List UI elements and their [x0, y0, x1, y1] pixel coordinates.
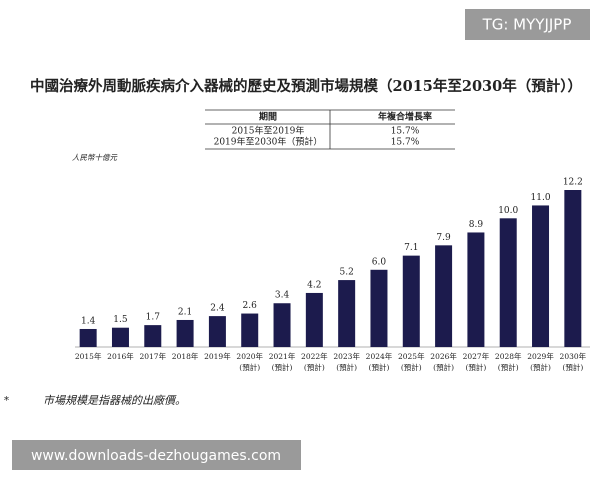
value-label: 10.0 — [498, 206, 518, 216]
x-tick-label: 2029年(預計) — [527, 351, 554, 372]
bar — [305, 292, 323, 347]
footnote: 市場規模是指器械的出廠價。 — [43, 394, 186, 407]
x-tick-label: 2023年(預計) — [333, 351, 360, 372]
bars: 1.4 2015年 1.5 2016年 1.7 2017年 2.1 2018年 2.4 2019年… — [75, 178, 587, 373]
bar — [273, 303, 291, 347]
value-label: 2.4 — [210, 304, 225, 314]
bar — [499, 218, 517, 347]
x-tick-label: 2030年(預計) — [560, 351, 587, 372]
bar — [467, 232, 485, 347]
bar — [435, 245, 453, 347]
value-label: 6.0 — [372, 257, 387, 267]
bar — [241, 313, 259, 347]
value-label: 11.0 — [531, 193, 551, 203]
bar — [144, 325, 162, 347]
bar — [532, 205, 550, 347]
x-tick-label: 2019年 — [204, 351, 231, 361]
unit-label: 人民幣十億元 — [72, 153, 117, 162]
table-cell: 15.7% — [391, 138, 420, 148]
bar — [208, 316, 226, 347]
chart-title: 中國治療外周動脈疾病介入器械的歷史及預測市場規模（2015年至2030年（預計）… — [30, 77, 582, 95]
value-label: 1.4 — [81, 316, 96, 326]
watermark: TG: MYYJJPP — [482, 16, 572, 34]
value-label: 1.7 — [146, 313, 161, 323]
value-label: 7.1 — [404, 243, 418, 253]
footnote-marker: * — [4, 396, 9, 407]
value-label: 8.9 — [469, 220, 484, 230]
value-label: 12.2 — [563, 178, 583, 188]
table-header: 年複合增長率 — [378, 111, 432, 123]
bar — [176, 319, 194, 347]
bar — [370, 269, 388, 347]
watermark: www.downloads-dezhougames.com — [31, 448, 281, 464]
value-label: 3.4 — [275, 291, 290, 301]
x-tick-label: 2024年(預計) — [366, 351, 393, 372]
x-tick-label: 2017年 — [139, 351, 166, 361]
x-tick-label: 2016年 — [107, 351, 134, 361]
value-label: 2.6 — [243, 301, 258, 311]
x-tick-label: 2026年(預計) — [430, 351, 457, 372]
table-cell: 2015年至2019年 — [232, 125, 305, 137]
value-label: 7.9 — [436, 233, 451, 243]
watermark-box — [465, 9, 590, 40]
table-cell: 2019年至2030年（預計） — [214, 136, 323, 148]
x-tick-label: 2025年(預計) — [398, 351, 425, 372]
x-tick-label: 2027年(預計) — [463, 351, 490, 372]
x-tick-label: 2018年 — [172, 351, 199, 361]
value-label: 1.5 — [113, 315, 128, 325]
bar — [111, 327, 129, 347]
value-label: 2.1 — [178, 307, 192, 317]
table-header: 期間 — [259, 111, 277, 123]
bar — [338, 280, 356, 347]
bar — [564, 190, 582, 347]
bar — [79, 328, 97, 347]
watermark-box — [12, 440, 301, 470]
value-label: 5.2 — [339, 268, 353, 278]
x-tick-label: 2021年(預計) — [269, 351, 296, 372]
x-tick-label: 2015年 — [75, 351, 102, 361]
table-cell: 15.7% — [391, 127, 420, 137]
bar — [402, 255, 420, 347]
value-label: 4.2 — [307, 280, 321, 290]
x-tick-label: 2022年(預計) — [301, 351, 328, 372]
x-tick-label: 2020年(預計) — [236, 351, 263, 372]
x-tick-label: 2028年(預計) — [495, 351, 522, 372]
